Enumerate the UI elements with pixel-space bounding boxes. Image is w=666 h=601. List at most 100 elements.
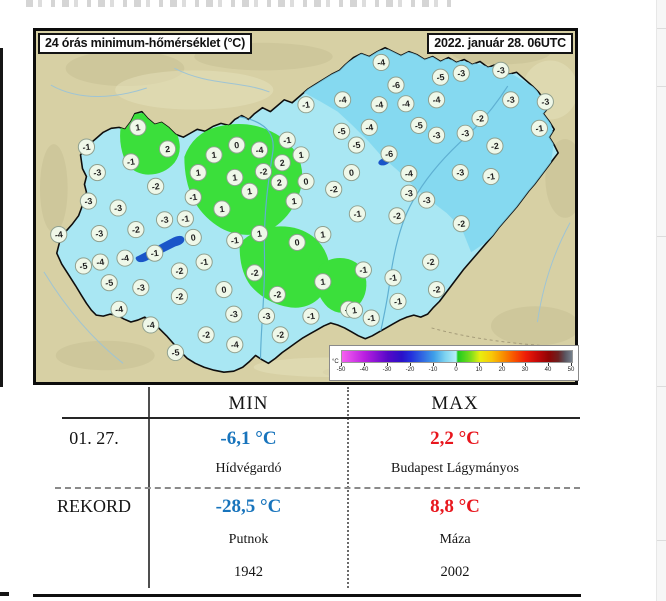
right-edge-strip [656,0,666,601]
svg-text:-5: -5 [414,120,423,131]
column-header-max: MAX [431,393,479,414]
svg-text:1: 1 [219,204,225,215]
station-value: 1 [345,301,364,319]
svg-text:-3: -3 [404,188,413,199]
svg-text:-3: -3 [432,130,441,141]
legend-tick-mark [341,363,342,366]
svg-text:-1: -1 [150,248,159,259]
svg-text:-1: -1 [367,313,376,324]
station-value: -5 [410,116,428,134]
svg-text:-1: -1 [306,311,315,322]
station-value: -1 [184,188,202,206]
station-value: -3 [79,192,98,210]
record-min-year: 1942 [234,564,263,580]
column-header-min: MIN [228,393,269,414]
svg-text:1: 1 [211,150,217,161]
station-value: -5 [332,122,351,140]
legend-tick-mark [387,363,388,366]
svg-text:1: 1 [135,122,141,133]
hungary-temperature-map: -112-1-3-2-3-3-1-3 -10 -4-112-22 0111111-20… [36,31,575,382]
station-value: 1 [250,224,269,243]
legend-tick-label: 30 [521,367,529,373]
station-value: -2 [471,109,489,128]
station-value: 1 [129,118,147,136]
station-value: -5 [431,68,450,86]
svg-text:-1: -1 [126,156,135,167]
svg-text:-5: -5 [171,347,180,358]
svg-text:-4: -4 [54,229,63,240]
svg-text:-3: -3 [136,282,145,293]
station-value: -3 [418,191,436,209]
station-value: -5 [74,257,93,275]
svg-text:-5: -5 [352,140,361,151]
station-value: -4 [400,165,418,183]
svg-text:-4: -4 [338,95,347,106]
station-value: -1 [354,261,372,279]
station-value: -1 [362,309,380,327]
svg-text:-3: -3 [93,167,102,178]
station-value: 1 [241,182,259,200]
station-value: -2 [170,262,189,280]
max-temp-station: Budapest Lágymányos [391,461,519,476]
svg-text:1: 1 [320,277,326,288]
left-edge-fragment [0,48,3,387]
station-value: 1 [314,273,332,291]
svg-text:-1: -1 [181,214,190,225]
legend-unit-label: °C [332,359,339,365]
station-value: -6 [380,145,398,163]
station-value: -4 [427,91,446,109]
station-value: -2 [486,137,504,155]
cropped-text-line [26,0,456,7]
station-value: 0 [215,281,233,299]
station-value: -4 [360,118,378,136]
station-value: -3 [456,124,474,142]
station-value: -3 [492,61,510,79]
svg-text:-4: -4 [115,304,124,315]
svg-text:-4: -4 [120,253,129,264]
station-value: -5 [166,343,185,362]
record-min-value: -28,5 °C [215,496,282,517]
legend-tick-label: -50 [336,367,346,373]
legend-tick-label: 50 [567,367,575,373]
svg-text:-1: -1 [301,99,310,110]
station-value: -1 [278,131,296,149]
station-value: -2 [422,253,440,271]
station-value: -4 [142,316,160,334]
map-date-label: 2022. január 28. 06UTC [427,33,573,54]
legend-tick-mark [548,363,549,366]
station-value: 2 [273,154,291,172]
station-value: -1 [530,119,549,137]
station-value: -2 [325,180,343,198]
station-value: -2 [271,326,289,344]
svg-text:-3: -3 [229,309,238,320]
svg-text:-2: -2 [457,218,466,229]
station-value: -1 [482,167,500,186]
svg-text:-1: -1 [353,209,362,220]
station-value: -2 [170,287,189,306]
legend-tick-mark [502,363,503,366]
svg-text:-2: -2 [202,330,211,341]
svg-text:0: 0 [294,237,300,248]
svg-text:-4: -4 [230,339,239,350]
svg-text:-3: -3 [496,65,505,76]
station-value: -2 [254,163,273,181]
legend-tick-label: 20 [498,367,506,373]
station-value: -4 [91,253,109,271]
svg-text:-1: -1 [200,257,209,268]
svg-text:-3: -3 [95,228,104,239]
station-value: -5 [100,274,118,292]
station-value: -4 [370,96,388,114]
svg-text:-5: -5 [105,277,114,288]
legend-tick-mark [571,363,572,366]
min-temp-station: Hídvégardó [215,461,282,476]
legend-tick-label: -10 [428,367,438,373]
svg-text:-2: -2 [490,141,499,152]
station-value: -3 [90,224,108,243]
svg-text:1: 1 [232,172,238,183]
record-min-station: Putnok [228,532,269,547]
legend-tick-mark [364,363,365,366]
svg-text:-5: -5 [436,72,445,83]
svg-text:0: 0 [221,284,227,295]
station-value: -4 [397,95,415,113]
svg-text:-3: -3 [422,195,431,206]
